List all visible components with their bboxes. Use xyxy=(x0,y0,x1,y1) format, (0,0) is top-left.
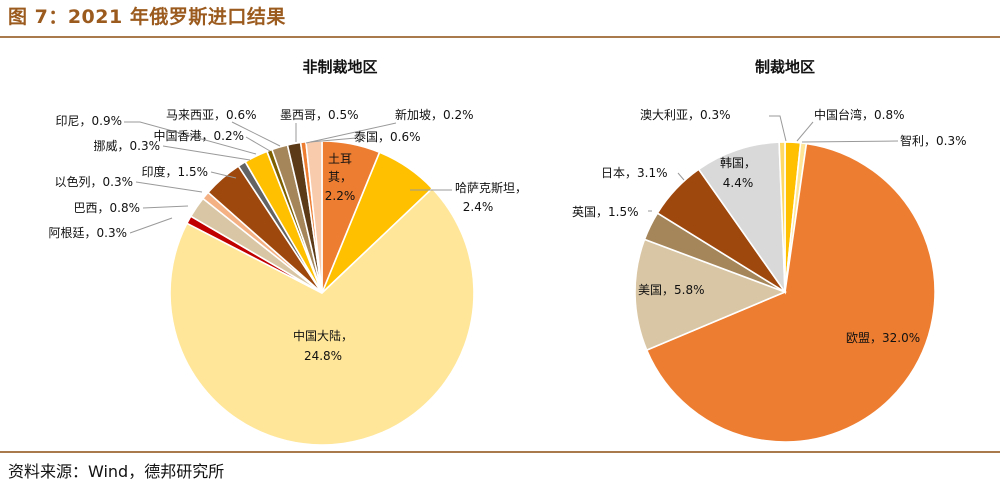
slice-label: 日本，3.1% xyxy=(601,166,668,180)
leader-line xyxy=(210,171,237,179)
leader-line xyxy=(769,115,787,142)
slice-label: 美国，5.8% xyxy=(638,283,705,297)
top-divider xyxy=(0,36,1000,38)
leader-line xyxy=(309,137,357,143)
pie-slice-1-7 xyxy=(778,141,786,293)
pie-slice-1-2 xyxy=(645,142,936,443)
slice-label: 土耳 xyxy=(328,152,352,166)
slice-label: 墨西哥，0.5% xyxy=(280,108,359,122)
slice-label: 马来西亚，0.6% xyxy=(166,108,257,122)
leader-line xyxy=(677,172,685,181)
slice-label: 澳大利亚，0.3% xyxy=(640,108,731,122)
slice-value: 2.2% xyxy=(325,189,356,203)
leader-line xyxy=(142,205,189,209)
slice-label: 中国台湾，0.8% xyxy=(814,107,905,122)
slice-label: 智利，0.3% xyxy=(900,133,967,148)
leader-line xyxy=(231,121,281,147)
leader-line xyxy=(245,136,271,152)
slice-value: 4.4% xyxy=(723,176,754,190)
leader-line xyxy=(124,121,257,155)
slice-label: 以色列，0.3% xyxy=(55,175,134,189)
slice-label: 巴西，0.8% xyxy=(74,201,141,215)
pie-slice-0-2 xyxy=(169,187,475,446)
slice-value: 2.4% xyxy=(463,200,494,214)
pie-slice-1-3 xyxy=(634,238,788,352)
slice-label: 中国大陆， xyxy=(293,328,353,343)
slice-label: 哈萨克斯坦， xyxy=(455,181,527,195)
slice-label: 阿根廷，0.3% xyxy=(49,226,128,240)
leader-line xyxy=(129,217,173,234)
slice-label: 挪威，0.3% xyxy=(94,139,161,153)
leader-line xyxy=(801,140,899,143)
slice-label: 印度，1.5% xyxy=(142,164,209,179)
source-note: 资料来源：Wind，德邦研究所 xyxy=(8,462,225,481)
slice-label: 韩国， xyxy=(720,155,756,170)
bottom-divider xyxy=(0,451,1000,453)
slice-label: 新加坡，0.2% xyxy=(395,107,474,122)
pie-title: 非制裁地区 xyxy=(302,58,377,76)
leader-line xyxy=(135,181,203,193)
slice-label: 泰国，0.6% xyxy=(354,130,421,144)
leader-line xyxy=(796,121,814,142)
slice-label: 中国香港，0.2% xyxy=(154,128,245,143)
pie-title: 制裁地区 xyxy=(755,58,815,76)
pie-slice-1-6 xyxy=(697,141,786,295)
slice-label: 其， xyxy=(328,170,352,184)
slice-label: 英国，1.5% xyxy=(572,205,639,219)
slice-value: 24.8% xyxy=(304,349,342,363)
figure-title: 图 7：2021 年俄罗斯进口结果 xyxy=(8,6,286,28)
slice-label: 印尼，0.9% xyxy=(56,114,123,128)
leader-line xyxy=(305,122,397,144)
slice-label: 欧盟，32.0% xyxy=(846,331,920,345)
leader-line xyxy=(162,145,251,161)
